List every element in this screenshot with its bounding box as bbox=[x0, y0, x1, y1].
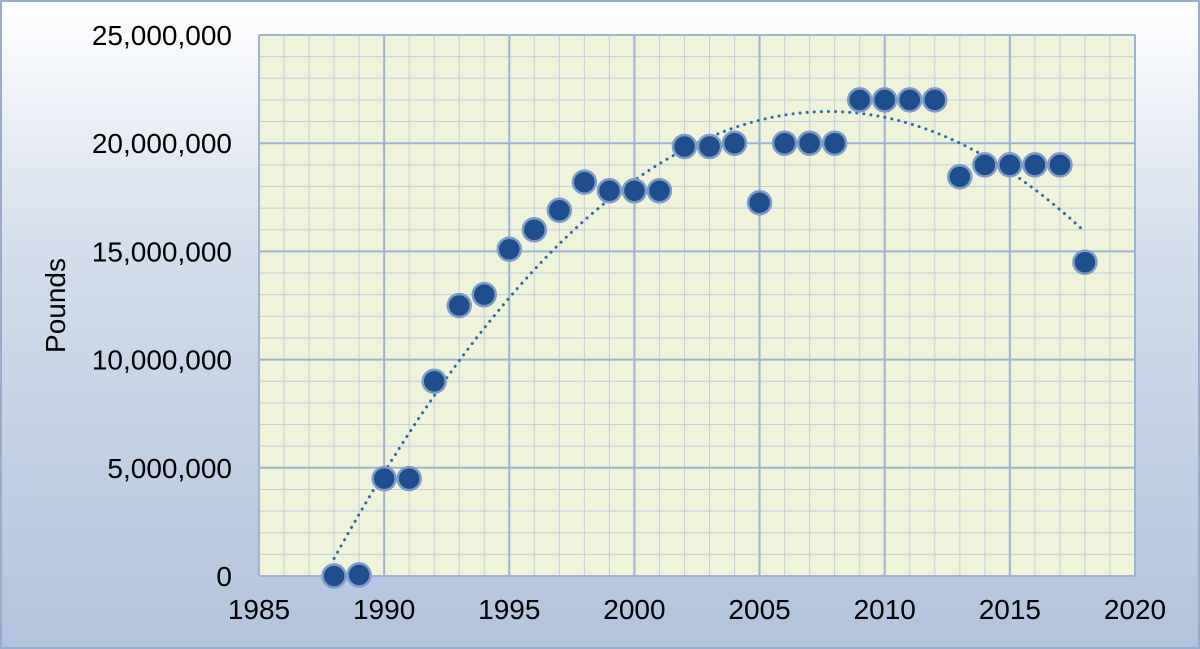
data-point bbox=[746, 189, 773, 216]
data-point bbox=[821, 130, 848, 156]
data-point bbox=[972, 152, 998, 178]
data-point bbox=[871, 87, 898, 113]
x-tick-label: 1995 bbox=[478, 594, 540, 625]
y-axis-label: Pounds bbox=[40, 258, 71, 353]
data-point bbox=[371, 465, 397, 492]
y-tick-label: 0 bbox=[216, 561, 232, 592]
y-tick-label: 10,000,000 bbox=[92, 345, 232, 376]
data-point bbox=[496, 236, 523, 262]
data-point bbox=[571, 169, 598, 195]
data-point bbox=[896, 87, 923, 113]
data-point bbox=[421, 368, 447, 394]
y-axis-tick-labels: 0 5,000,000 10,000,000 15,000,000 20,000,000… bbox=[92, 20, 232, 592]
data-point bbox=[771, 130, 798, 156]
x-tick-label: 1985 bbox=[228, 594, 290, 625]
x-axis-tick-labels: 1985 1990 1995 2000 2005 2010 2015 2020 bbox=[228, 594, 1166, 625]
data-point bbox=[1022, 152, 1048, 178]
data-point bbox=[396, 465, 422, 492]
x-tick-label: 2000 bbox=[603, 594, 665, 625]
y-tick-label: 20,000,000 bbox=[92, 128, 232, 159]
y-tick-label: 25,000,000 bbox=[92, 20, 232, 51]
data-point bbox=[546, 197, 573, 224]
data-point bbox=[1072, 249, 1098, 275]
data-point bbox=[922, 87, 948, 113]
data-point bbox=[796, 130, 823, 156]
data-point bbox=[671, 133, 698, 160]
data-point bbox=[471, 281, 498, 308]
data-point bbox=[696, 133, 723, 160]
x-tick-label: 1990 bbox=[353, 594, 415, 625]
x-tick-label: 2020 bbox=[1104, 594, 1166, 625]
data-point bbox=[846, 87, 873, 113]
data-points bbox=[321, 87, 1098, 589]
plot-area bbox=[259, 35, 1135, 576]
data-point bbox=[947, 163, 973, 190]
data-point bbox=[346, 562, 372, 588]
data-point bbox=[621, 178, 648, 204]
data-point bbox=[721, 130, 748, 156]
data-point bbox=[321, 563, 347, 589]
data-point bbox=[596, 178, 623, 204]
data-point bbox=[1047, 152, 1073, 178]
x-tick-label: 2015 bbox=[979, 594, 1041, 625]
data-point bbox=[646, 178, 673, 204]
data-point bbox=[521, 217, 548, 243]
y-tick-label: 5,000,000 bbox=[107, 453, 232, 484]
data-point bbox=[997, 152, 1023, 178]
trendline bbox=[332, 110, 1087, 560]
x-tick-label: 2010 bbox=[854, 594, 916, 625]
data-point bbox=[446, 292, 472, 319]
y-tick-label: 15,000,000 bbox=[92, 236, 232, 267]
x-tick-label: 2005 bbox=[728, 594, 790, 625]
